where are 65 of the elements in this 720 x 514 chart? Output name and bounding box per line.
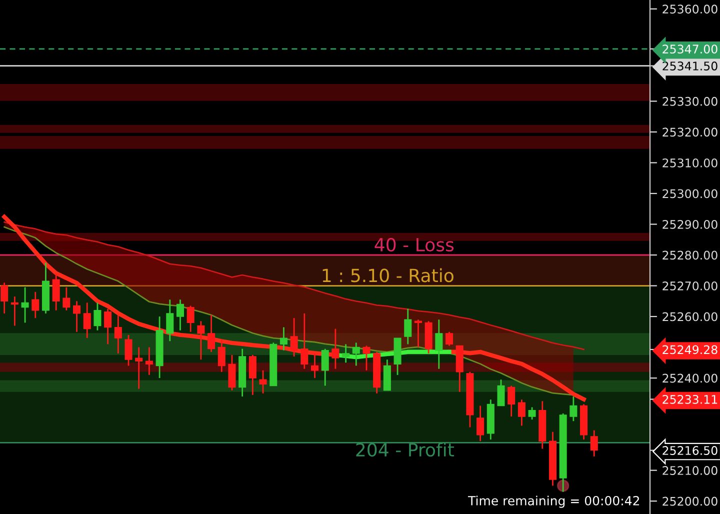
y-tick-label: 25216.50 — [662, 446, 718, 455]
candlestick — [404, 308, 412, 345]
candlestick — [332, 328, 340, 370]
annotation: 1 : 5.10 - Ratio — [322, 268, 454, 282]
candlestick — [83, 302, 91, 339]
candlestick — [570, 396, 578, 422]
candlestick — [435, 318, 443, 370]
candlestick — [280, 326, 288, 352]
y-tick-label: 25290.00 — [662, 220, 718, 229]
line-series — [4, 221, 584, 350]
y-tick-label: 25260.00 — [662, 312, 718, 322]
candlestick — [104, 308, 112, 345]
candlestick — [218, 338, 226, 373]
candlestick — [528, 406, 536, 420]
candlestick — [32, 291, 40, 319]
y-tick-label: 25280.00 — [662, 250, 718, 260]
candlestick — [10, 296, 18, 326]
candlestick — [197, 320, 205, 360]
candlestick — [0, 282, 8, 314]
candlestick — [446, 331, 454, 346]
candlestick — [476, 405, 484, 442]
candlestick — [248, 354, 256, 396]
candlestick — [590, 430, 598, 458]
candlestick — [208, 314, 216, 353]
y-tick-label: 25249.28 — [662, 345, 718, 354]
candlestick — [186, 305, 194, 333]
candlestick — [124, 334, 132, 366]
candlestick — [362, 345, 370, 372]
candlestick — [290, 317, 298, 358]
ref-line-label: 204 - Profit — [356, 442, 454, 457]
candlestick — [300, 312, 308, 370]
candlestick — [73, 300, 81, 333]
y-tick-label: 25347.00 — [662, 44, 718, 54]
annotation: Time remaining = 00:00:42 — [468, 496, 639, 508]
candlestick — [342, 344, 350, 364]
candlestick — [145, 346, 153, 376]
candlestick — [321, 348, 329, 386]
y-tick-label: 25210.00 — [662, 466, 718, 475]
candlestick — [62, 286, 70, 312]
candlestick — [114, 314, 122, 354]
candlestick — [310, 352, 319, 379]
candlestick — [497, 378, 505, 406]
y-tick-label: 25240.00 — [662, 374, 718, 383]
ref-line-label: 40 - Loss — [374, 238, 454, 252]
candlestick — [228, 354, 236, 392]
y-tick-label: 25310.00 — [662, 158, 718, 168]
y-tick-label: 25341.50 — [662, 62, 718, 70]
candlestick — [352, 342, 360, 366]
y-tick-label: 25300.00 — [662, 189, 718, 198]
candlestick — [508, 385, 516, 418]
candlestick — [259, 370, 267, 394]
candlestick — [166, 298, 174, 342]
candlestick — [176, 298, 184, 332]
candlestick — [52, 272, 60, 312]
y-tick-label: 25200.00 — [662, 496, 718, 506]
candlestick — [414, 318, 422, 348]
y-tick-label: 25360.00 — [662, 4, 718, 14]
y-tick-label: 25270.00 — [662, 281, 718, 290]
candlestick — [94, 302, 102, 332]
y-tick-label: 25320.00 — [662, 128, 718, 137]
candlestick — [135, 346, 143, 390]
candlestick — [21, 286, 29, 324]
y-tick-label: 25233.11 — [662, 394, 718, 404]
y-tick-label: 25330.00 — [662, 96, 718, 106]
candlestick — [518, 398, 526, 426]
